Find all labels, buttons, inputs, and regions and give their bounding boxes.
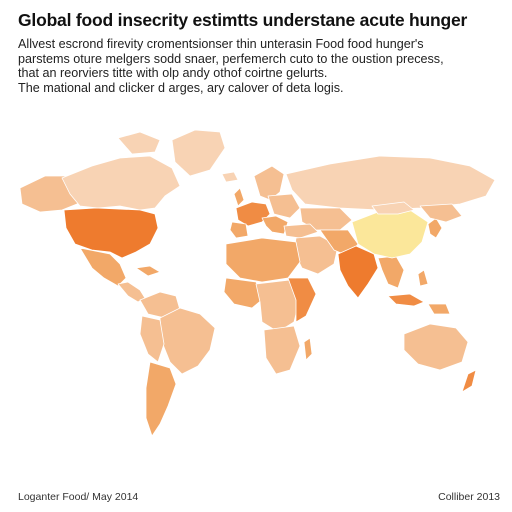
subtitle-line: Allvest escrond firevity cromentsionser … <box>18 37 424 51</box>
region-canada-islands <box>117 131 161 155</box>
region-southern-africa <box>263 325 301 375</box>
region-central-america <box>117 281 146 303</box>
region-south-east-asia <box>377 255 405 289</box>
region-east-africa <box>287 277 317 323</box>
region-iberia <box>229 221 249 239</box>
region-brazil <box>159 307 216 375</box>
region-east-russia <box>419 203 463 223</box>
region-india <box>337 245 379 299</box>
footer-credit: Colliber 2013 <box>438 491 500 503</box>
region-greenland <box>171 129 226 177</box>
region-new-guinea <box>427 303 451 315</box>
region-philippines <box>417 269 429 287</box>
region-peru-bolivia <box>139 315 165 363</box>
subtitle-line: The mational and clicker d arges, ary ca… <box>18 80 344 95</box>
region-madagascar <box>303 337 313 361</box>
region-usa <box>63 207 159 259</box>
region-mexico <box>79 247 127 287</box>
region-italy-balkans <box>261 215 289 235</box>
map-title: Global food insecrity estimtts understan… <box>18 10 468 30</box>
region-russia <box>285 155 496 211</box>
region-north-africa <box>225 237 301 283</box>
region-mongolia <box>371 201 415 215</box>
region-turkey <box>283 223 319 239</box>
region-new-zealand <box>461 369 477 393</box>
region-canada <box>61 155 181 211</box>
region-iceland <box>221 171 239 183</box>
region-caribbean <box>135 265 161 277</box>
region-indonesia <box>387 293 425 307</box>
footer-source: Loganter Food/ May 2014 <box>18 491 139 503</box>
subtitle-line: parstems oture melgers sodd snaer, perfe… <box>18 51 444 66</box>
region-argentina-chile <box>145 361 177 437</box>
region-eastern-europe <box>267 193 301 219</box>
subtitle-line: that an reorviers titte with olp andy ot… <box>18 66 328 81</box>
region-west-africa <box>223 277 265 309</box>
region-australia <box>403 323 469 371</box>
region-korea-japan <box>427 217 443 239</box>
map-subtitle: Allvest escrond firevity cromentsionser … <box>18 37 498 95</box>
region-uk <box>233 187 245 207</box>
world-map <box>0 118 512 458</box>
region-scandinavia <box>253 165 285 201</box>
